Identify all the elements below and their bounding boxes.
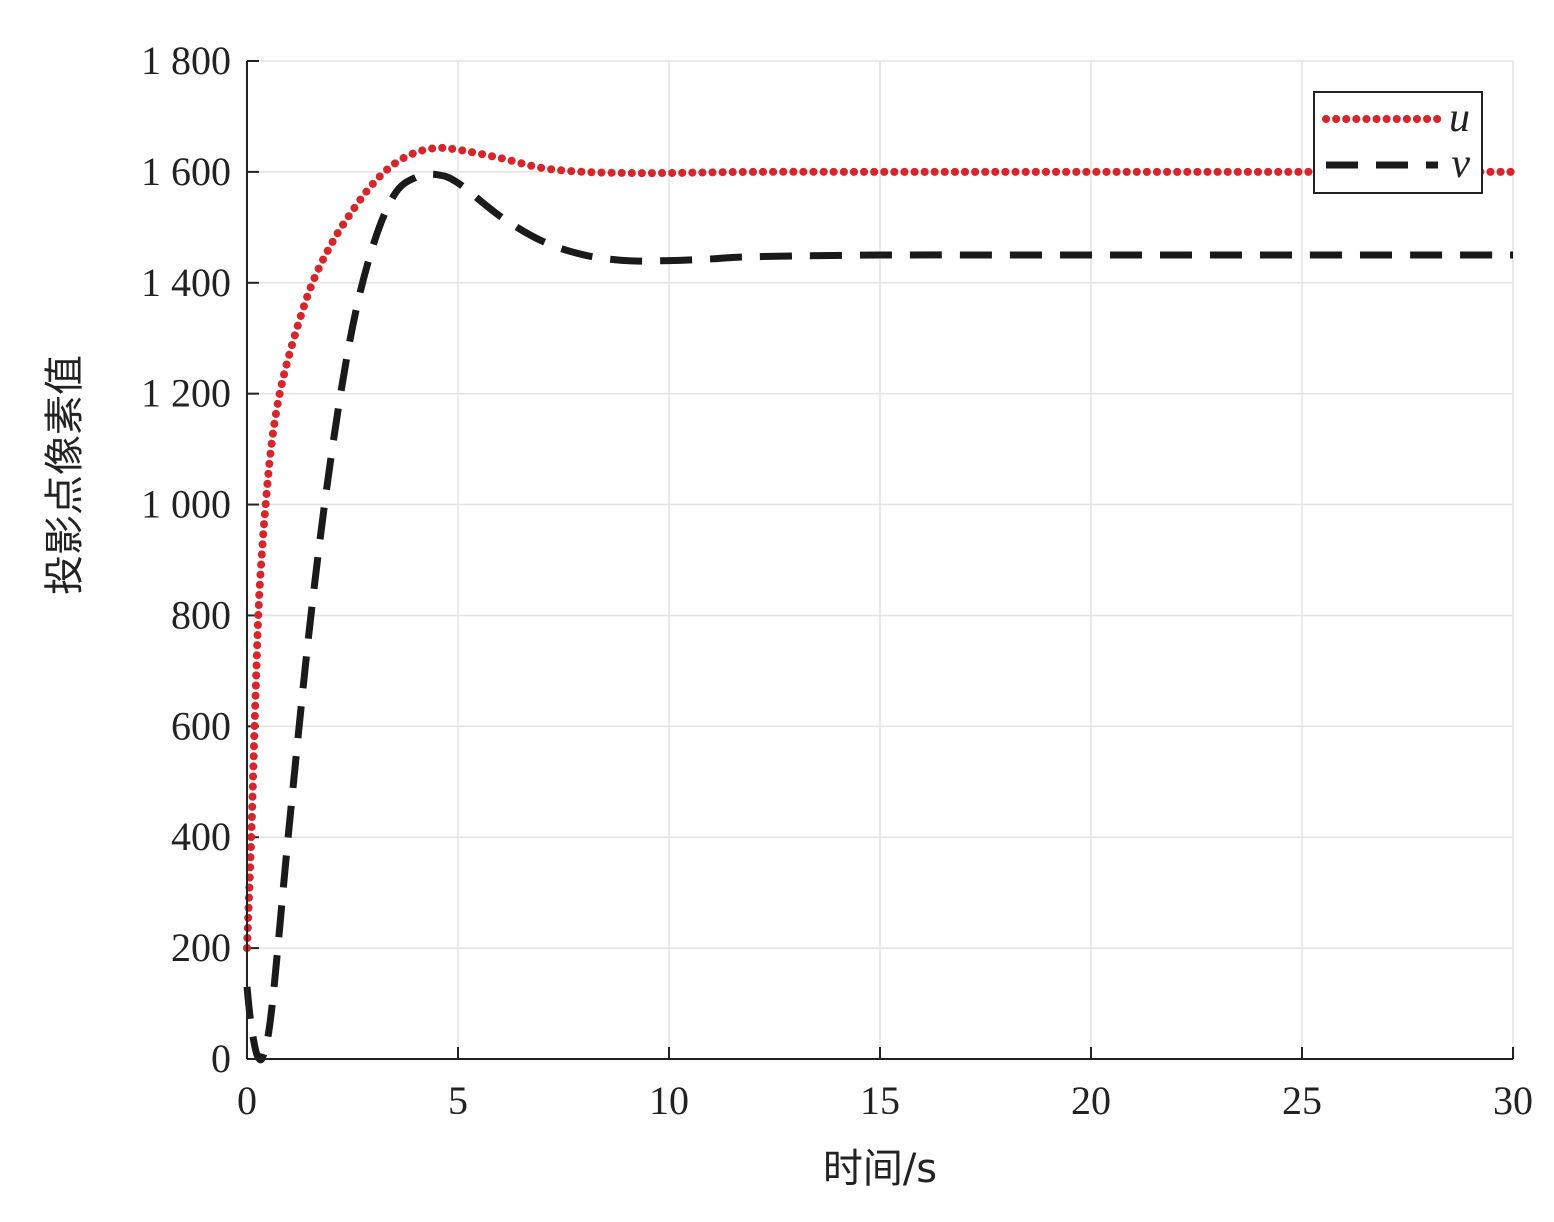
y-tick-label: 1 000	[141, 482, 231, 527]
x-tick-label: 30	[1493, 1078, 1533, 1123]
y-tick-label: 1 400	[141, 260, 231, 305]
y-tick-label: 600	[171, 703, 231, 748]
legend: u v	[1313, 91, 1483, 194]
y-tick-label: 800	[171, 592, 231, 637]
x-tick-label: 0	[237, 1078, 257, 1123]
y-tick-label: 200	[171, 925, 231, 970]
x-tick-label: 25	[1282, 1078, 1322, 1123]
y-tick-label: 400	[171, 814, 231, 859]
x-tick-label: 20	[1071, 1078, 1111, 1123]
x-axis-title: 时间/s	[823, 1146, 937, 1192]
x-tick-label: 5	[448, 1078, 468, 1123]
legend-box	[1313, 91, 1483, 194]
legend-label-v: v	[1451, 141, 1470, 187]
y-axis-title: 投影点像素值	[42, 355, 88, 595]
y-tick-label: 1 200	[141, 371, 231, 416]
tick-labels: 0 5 10 15 20 25 30 0 200 400 600 800 1 000 1 200 1 400…	[141, 38, 1533, 1123]
y-tick-label: 1 800	[141, 38, 231, 83]
y-tick-label: 1 600	[141, 149, 231, 194]
series-lines	[243, 143, 1517, 1064]
legend-label-u: u	[1449, 95, 1470, 141]
series-line-v	[243, 170, 1514, 1064]
series-line-u	[243, 143, 1517, 953]
axes	[246, 61, 1513, 1060]
grid	[247, 60, 1514, 1059]
x-tick-label: 15	[860, 1078, 900, 1123]
y-tick-label: 0	[211, 1036, 231, 1081]
x-tick-label: 10	[649, 1078, 689, 1123]
